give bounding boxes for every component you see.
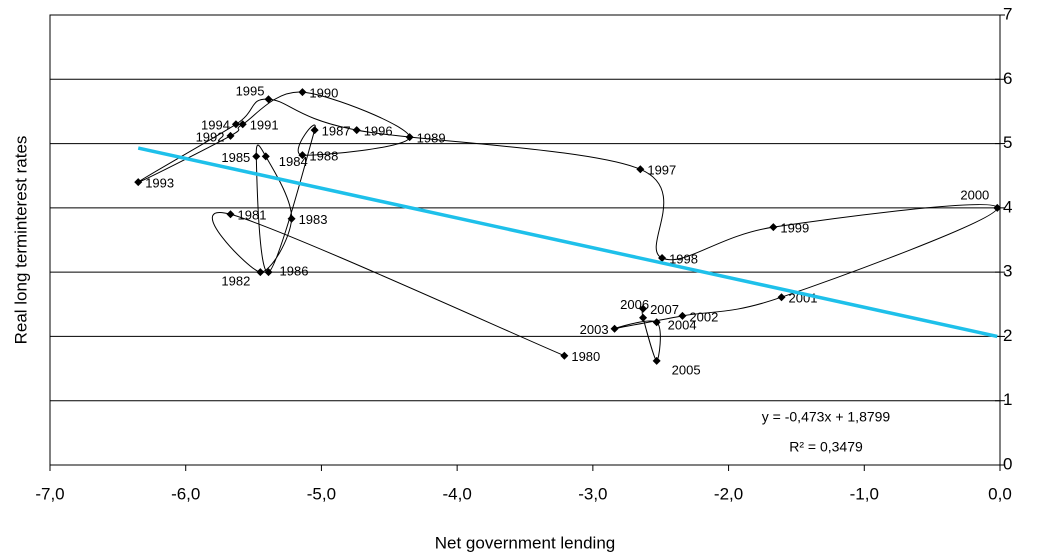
- x-tick-label: -1,0: [850, 484, 879, 503]
- y-tick-label: 5: [1003, 133, 1012, 152]
- point-label: 1990: [309, 86, 338, 101]
- trend-line: [137, 146, 998, 339]
- point: [610, 324, 619, 333]
- y-tick-label: 2: [1003, 326, 1012, 345]
- point: [405, 133, 414, 142]
- point: [134, 178, 143, 187]
- point-label: 1987: [322, 124, 351, 139]
- x-tick-label: -7,0: [35, 484, 64, 503]
- point: [652, 356, 661, 365]
- point-label: 1983: [299, 212, 328, 227]
- point-label: 1985: [221, 150, 250, 165]
- point: [231, 120, 240, 129]
- point: [639, 313, 648, 322]
- point: [636, 165, 645, 174]
- point-label: 2005: [672, 362, 701, 377]
- point: [658, 254, 667, 262]
- point: [678, 311, 687, 320]
- point-label: 1989: [417, 131, 446, 146]
- trend-equation: y = -0,473x + 1,8799: [762, 409, 891, 425]
- x-tick-label: -2,0: [714, 484, 743, 503]
- point: [238, 120, 247, 129]
- x-tick-label: -3,0: [578, 484, 607, 503]
- point-label: 1996: [364, 124, 393, 139]
- x-axis-title: Net government lending: [435, 533, 616, 552]
- point: [298, 88, 307, 97]
- point: [310, 126, 319, 135]
- x-tick-label: -4,0: [442, 484, 471, 503]
- point: [560, 351, 569, 360]
- point-label: 1993: [145, 176, 174, 191]
- point: [252, 152, 261, 161]
- plot-frame: [49, 14, 1001, 466]
- y-tick-label: 7: [1003, 4, 1012, 23]
- y-tick-label: 6: [1003, 69, 1012, 88]
- point-label: 1992: [196, 129, 225, 144]
- point-label: 2003: [580, 322, 609, 337]
- point: [769, 223, 778, 232]
- point-label: 1994: [201, 118, 230, 133]
- y-tick-label: 4: [1003, 197, 1012, 216]
- point-label: 1986: [280, 264, 309, 279]
- point: [264, 268, 273, 277]
- point-label: 2000: [960, 187, 989, 202]
- y-tick-label: 1: [1003, 390, 1012, 409]
- point-label: 2002: [689, 309, 718, 324]
- point-label: 1988: [309, 149, 338, 164]
- x-tick-label: -5,0: [307, 484, 336, 503]
- y-tick-label: 3: [1003, 262, 1012, 281]
- point: [652, 318, 661, 327]
- point-label: 2004: [668, 318, 697, 333]
- point: [777, 293, 786, 302]
- point: [264, 95, 273, 104]
- point-label: 2007: [650, 302, 679, 317]
- point: [256, 268, 265, 277]
- point: [226, 210, 235, 219]
- point-label: 1984: [279, 154, 308, 169]
- r-squared: R² = 0,3479: [789, 439, 863, 455]
- y-tick-label: 0: [1003, 454, 1012, 473]
- point-label: 1999: [780, 221, 809, 236]
- x-tick-label: -6,0: [171, 484, 200, 503]
- point-label: 1980: [571, 349, 600, 364]
- point-label: 1991: [250, 118, 279, 133]
- point-label: 1981: [238, 208, 267, 223]
- point: [261, 152, 270, 161]
- point-label: 1995: [236, 84, 265, 99]
- point: [298, 151, 307, 160]
- point: [639, 304, 648, 313]
- point-label: 1982: [221, 274, 250, 289]
- point: [352, 126, 361, 135]
- y-axis-title: Real long terminterest rates: [11, 136, 30, 345]
- x-tick-label: 0,0: [988, 484, 1012, 503]
- point-label: 1998: [669, 251, 698, 266]
- point: [993, 203, 1002, 212]
- point: [287, 214, 296, 223]
- point-label: 1997: [647, 163, 676, 178]
- point: [226, 131, 235, 140]
